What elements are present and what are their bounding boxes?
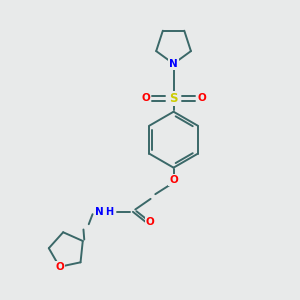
Text: N: N: [169, 59, 178, 69]
Text: O: O: [141, 94, 150, 103]
Text: O: O: [55, 262, 64, 272]
Text: O: O: [169, 175, 178, 185]
Text: O: O: [146, 217, 154, 226]
Text: N: N: [95, 207, 104, 217]
Text: S: S: [169, 92, 178, 105]
Text: H: H: [105, 207, 113, 217]
Text: O: O: [197, 94, 206, 103]
